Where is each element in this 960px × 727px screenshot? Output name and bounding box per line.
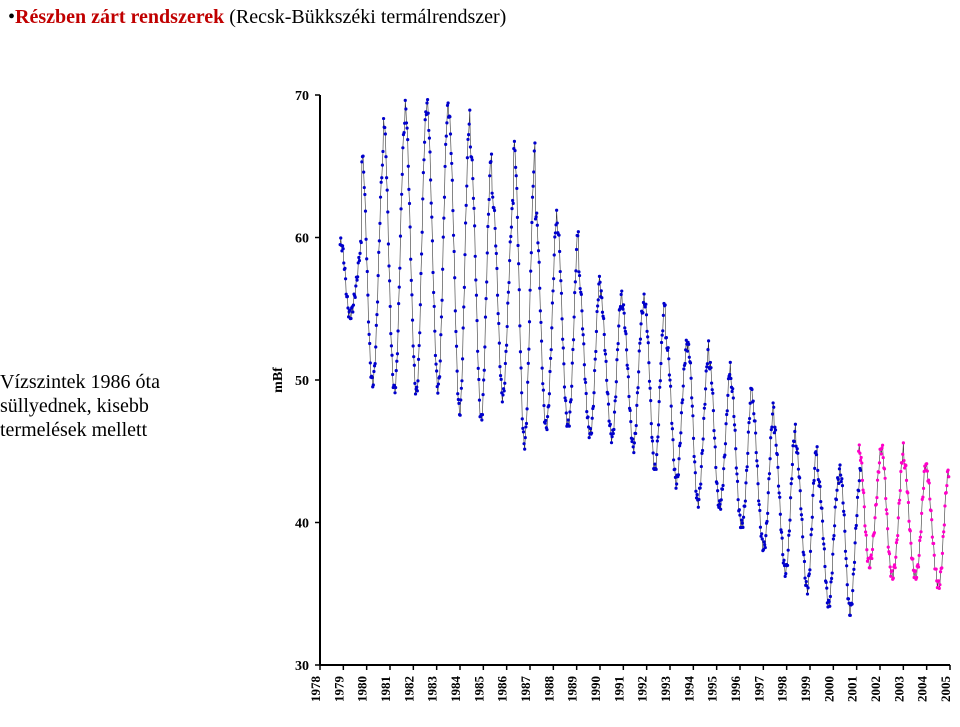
caption-line-3: termelések mellett (0, 418, 250, 442)
svg-text:1995: 1995 (705, 676, 720, 703)
svg-text:2005: 2005 (938, 676, 953, 703)
chart-svg: 30 40 50 60 70 mBf 1978 1979 1980 1981 1982 1983 198… (260, 80, 960, 720)
svg-text:1991: 1991 (611, 676, 626, 702)
svg-text:40: 40 (295, 517, 309, 532)
svg-text:1986: 1986 (495, 676, 510, 703)
svg-text:1993: 1993 (658, 676, 673, 703)
svg-text:1980: 1980 (355, 676, 370, 702)
svg-text:60: 60 (295, 232, 309, 247)
svg-text:2001: 2001 (845, 676, 860, 702)
svg-text:1997: 1997 (751, 676, 766, 703)
svg-text:2002: 2002 (868, 676, 883, 702)
caption-line-1: Vízszintek 1986 óta (0, 370, 250, 394)
title-heading-plain: (Recsk-Bükkszéki termálrendszer) (224, 6, 506, 28)
svg-text:1984: 1984 (448, 676, 463, 703)
bullet: • (8, 6, 15, 28)
svg-text:1998: 1998 (775, 676, 790, 703)
svg-text:1982: 1982 (401, 676, 416, 702)
svg-text:1988: 1988 (541, 676, 556, 703)
svg-text:1981: 1981 (378, 676, 393, 702)
water-level-chart: 30 40 50 60 70 mBf 1978 1979 1980 1981 1982 1983 198… (260, 80, 960, 720)
svg-text:2004: 2004 (915, 676, 930, 703)
svg-text:2000: 2000 (821, 676, 836, 702)
svg-text:30: 30 (295, 659, 309, 674)
svg-text:50: 50 (295, 374, 309, 389)
svg-text:1992: 1992 (635, 676, 650, 702)
page-root: •Részben zárt rendszerek (Recsk-Bükkszék… (0, 0, 960, 727)
svg-text:1990: 1990 (588, 676, 603, 702)
svg-text:1987: 1987 (518, 676, 533, 703)
title-heading-red: Részben zárt rendszerek (15, 6, 224, 28)
caption-line-2: süllyednek, kisebb (0, 394, 250, 418)
svg-text:70: 70 (295, 89, 309, 104)
svg-text:1983: 1983 (425, 676, 440, 703)
svg-text:1996: 1996 (728, 676, 743, 703)
svg-text:mBf: mBf (271, 367, 286, 393)
svg-text:2003: 2003 (891, 676, 906, 703)
svg-text:1979: 1979 (331, 676, 346, 703)
side-caption: Vízszintek 1986 óta süllyednek, kisebb t… (0, 370, 250, 442)
svg-text:1989: 1989 (565, 676, 580, 703)
page-title: •Részben zárt rendszerek (Recsk-Bükkszék… (8, 6, 506, 29)
svg-text:1994: 1994 (681, 676, 696, 703)
svg-text:1999: 1999 (798, 676, 813, 703)
svg-text:1985: 1985 (471, 676, 486, 703)
svg-text:1978: 1978 (308, 676, 323, 703)
